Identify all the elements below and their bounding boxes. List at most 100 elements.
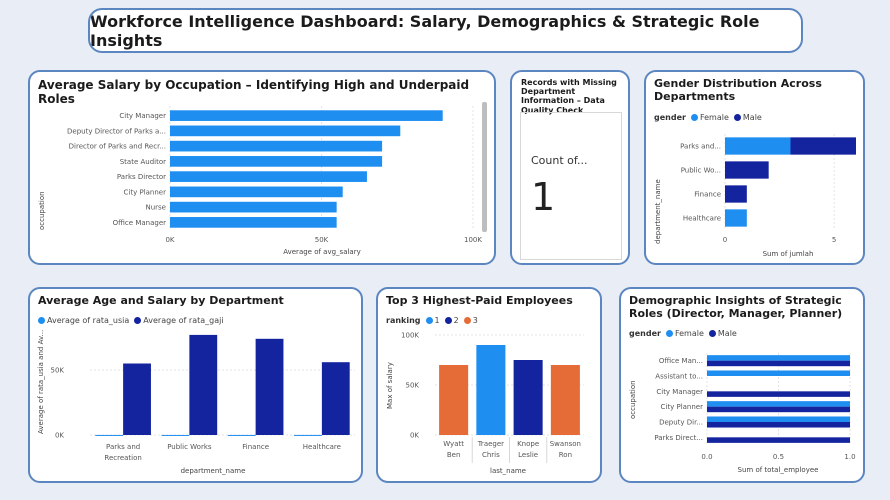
y-tick-label: City Planner — [661, 403, 704, 411]
y-tick-label: 0K — [410, 432, 419, 440]
age-salary-card[interactable]: Average Age and Salary by Department Ave… — [28, 287, 363, 483]
x-tick-line: Knope — [517, 440, 539, 448]
bar-male[interactable] — [725, 161, 769, 179]
x-tick-line: Ron — [559, 451, 572, 459]
x-axis-label: department_name — [181, 467, 246, 475]
y-tick-label: Parks Director — [117, 173, 166, 181]
bar-usia[interactable] — [294, 434, 322, 436]
scrollbar[interactable] — [482, 102, 487, 232]
x-tick-line: Swanson — [550, 440, 581, 448]
occupation-salary-card[interactable]: Average Salary by Occupation – Identifyi… — [28, 70, 496, 265]
rank1-dot-icon — [425, 317, 433, 324]
legend-title: gender — [629, 329, 661, 338]
bar-gaji[interactable] — [321, 362, 350, 435]
legend-item-rank-3[interactable]: 3 — [463, 316, 478, 325]
x-tick-label: 1.0 — [844, 453, 855, 461]
strategic-roles-card[interactable]: Demographic Insights of Strategic Roles … — [619, 287, 865, 483]
x-tick-line: Finance — [242, 443, 269, 451]
bar-gaji[interactable] — [189, 334, 218, 435]
x-tick-line: Chris — [482, 451, 500, 459]
y-tick-label: Healthcare — [683, 215, 721, 223]
bar-female[interactable] — [725, 209, 747, 227]
x-tick-line: Traeger — [477, 440, 504, 448]
top3-chart-title: Top 3 Highest-Paid Employees — [386, 294, 573, 307]
bar-female[interactable] — [707, 355, 850, 361]
missing-card-panel: Count of... 1 — [520, 112, 622, 260]
bar-female[interactable] — [707, 416, 850, 422]
bar-female[interactable] — [707, 401, 850, 407]
gender-department-card[interactable]: Gender Distribution Across Departments g… — [644, 70, 865, 265]
bar-gaji[interactable] — [255, 338, 284, 435]
y-axis-label: occupation — [38, 191, 46, 230]
y-tick-label: Nurse — [145, 204, 166, 212]
bar-male[interactable] — [707, 391, 850, 397]
missing-department-card[interactable]: Records with Missing Department Informat… — [510, 70, 630, 265]
bar-male[interactable] — [790, 137, 857, 155]
y-tick-label: Assistant to... — [655, 373, 703, 381]
x-axis-label: Average of avg_salary — [283, 248, 361, 256]
legend-item-rank-2[interactable]: 2 — [444, 316, 459, 325]
bar[interactable] — [439, 365, 469, 435]
bar[interactable] — [170, 186, 343, 198]
x-axis-label: Sum of total_employee — [738, 466, 819, 474]
x-tick-label: Traeger Chris — [477, 440, 504, 459]
gender-department-chart[interactable]: department_name Sum of jumlah 0 5 Parks an… — [646, 72, 865, 265]
gender-legend: gender Female Male — [654, 113, 762, 122]
bar-usia[interactable] — [95, 434, 124, 436]
bar-male[interactable] — [707, 406, 850, 413]
occupation-salary-chart[interactable]: occupation Average of avg_salary 0K 50K 10… — [30, 72, 496, 265]
legend-item-rank-1[interactable]: 1 — [425, 316, 440, 325]
bar-gaji[interactable] — [123, 363, 151, 436]
dashboard-title-card: Workforce Intelligence Dashboard: Salary… — [88, 8, 803, 53]
bar-female[interactable] — [707, 370, 850, 376]
legend-item-male[interactable]: Male — [733, 113, 762, 122]
strategic-roles-chart[interactable]: occupation Sum of total_employee 0.0 0.5 1… — [621, 289, 865, 483]
bar[interactable] — [170, 217, 337, 228]
bar-usia[interactable] — [161, 434, 190, 436]
x-tick-line: Public Works — [167, 443, 212, 451]
y-tick-label: City Planner — [124, 188, 167, 196]
x-tick-label: Public Works — [167, 443, 212, 451]
y-tick-label: Office Man... — [659, 357, 703, 365]
bar[interactable] — [170, 140, 383, 152]
y-tick-label: 0K — [55, 432, 64, 440]
bar[interactable] — [170, 201, 337, 213]
x-tick-label: Healthcare — [303, 443, 341, 451]
legend-item-gaji[interactable]: Average of rata_gaji — [134, 316, 224, 325]
x-tick-label: 50K — [315, 236, 329, 244]
legend-item-usia[interactable]: Average of rata_usia — [38, 316, 129, 325]
y-tick-label: Director of Parks and Recr... — [69, 143, 166, 151]
top3-employees-card[interactable]: Top 3 Highest-Paid Employees ranking 1 2… — [376, 287, 602, 483]
y-tick-label: Public Wo... — [681, 167, 721, 175]
female-dot-icon — [690, 114, 698, 121]
bar-male[interactable] — [707, 360, 850, 367]
x-tick-label: Wyatt Ben — [443, 440, 464, 459]
occupation-chart-title: Average Salary by Occupation – Identifyi… — [38, 78, 470, 106]
bar-male[interactable] — [707, 437, 850, 443]
bar[interactable] — [513, 360, 543, 435]
bar[interactable] — [170, 125, 401, 137]
age-salary-chart[interactable]: Average of rata_usia and Av... departmen… — [30, 289, 363, 483]
bar[interactable] — [170, 156, 383, 167]
bar[interactable] — [476, 345, 506, 435]
x-axis-label: last_name — [490, 467, 526, 475]
bar[interactable] — [170, 110, 443, 121]
y-tick-label: City Manager — [656, 388, 703, 396]
y-axis-label: department_name — [654, 179, 662, 244]
legend-item-female[interactable]: Female — [665, 329, 704, 338]
y-axis-label: occupation — [629, 380, 637, 419]
bar[interactable] — [550, 365, 580, 435]
female-dot-icon — [665, 330, 673, 337]
bar-male[interactable] — [725, 185, 747, 203]
top3-employees-chart[interactable]: Max of salary last_name 0K 50K 100K Wyatt Be… — [378, 289, 602, 483]
y-tick-label: Parks Direct... — [654, 434, 703, 442]
bar-male[interactable] — [707, 422, 850, 428]
bar-usia[interactable] — [227, 434, 256, 436]
strategic-legend: gender Female Male — [629, 329, 737, 338]
bar-female[interactable] — [725, 137, 791, 155]
legend-item-male[interactable]: Male — [708, 329, 737, 338]
rank3-dot-icon — [463, 317, 471, 324]
legend-item-female[interactable]: Female — [690, 113, 729, 122]
bar[interactable] — [170, 171, 367, 182]
rank2-dot-icon — [444, 317, 452, 324]
